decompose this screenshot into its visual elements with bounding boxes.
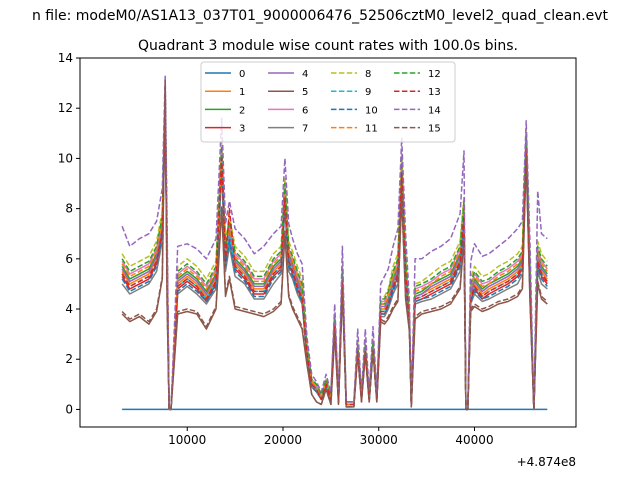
y-tick-label: 12: [58, 101, 73, 115]
y-tick-label: 6: [65, 252, 73, 266]
y-tick-label: 0: [65, 402, 73, 416]
legend-label-12: 12: [428, 69, 441, 80]
legend-label-0: 0: [239, 69, 245, 80]
x-tick-label: 10000: [168, 433, 206, 447]
legend-label-10: 10: [365, 105, 378, 116]
series-line-14: [121, 74, 548, 411]
x-tick-label: 40000: [455, 433, 493, 447]
chart-title: Quadrant 3 module wise count rates with …: [138, 38, 518, 54]
legend-label-13: 13: [428, 87, 441, 98]
y-tick-label: 2: [65, 352, 73, 366]
legend-label-7: 7: [302, 124, 308, 135]
y-tick-label: 10: [58, 151, 73, 165]
figure-suptitle: n file: modeM0/AS1A13_037T01_9000006476_…: [32, 8, 609, 24]
legend-label-5: 5: [302, 87, 308, 98]
legend-label-8: 8: [365, 69, 371, 80]
x-tick-label: 30000: [360, 433, 398, 447]
y-tick-label: 4: [65, 302, 73, 316]
x-offset-label: +4.874e8: [517, 455, 576, 469]
series-line-15: [121, 79, 548, 411]
legend-label-3: 3: [239, 124, 245, 135]
legend-label-15: 15: [428, 124, 441, 135]
y-axis: 0 2 4 6 8 10 12 14: [58, 51, 80, 416]
legend-label-1: 1: [239, 87, 245, 98]
legend-label-14: 14: [428, 105, 441, 116]
legend-label-11: 11: [365, 124, 378, 135]
legend-box: [200, 61, 456, 143]
legend-label-2: 2: [239, 105, 245, 116]
series-lines: [121, 74, 548, 411]
y-tick-label: 14: [58, 51, 73, 65]
x-tick-label: 20000: [264, 433, 302, 447]
legend-label-6: 6: [302, 105, 308, 116]
y-tick-label: 8: [65, 202, 73, 216]
legend-label-9: 9: [365, 87, 371, 98]
x-axis: 10000 20000 30000 40000: [168, 427, 494, 447]
legend-label-4: 4: [302, 69, 308, 80]
